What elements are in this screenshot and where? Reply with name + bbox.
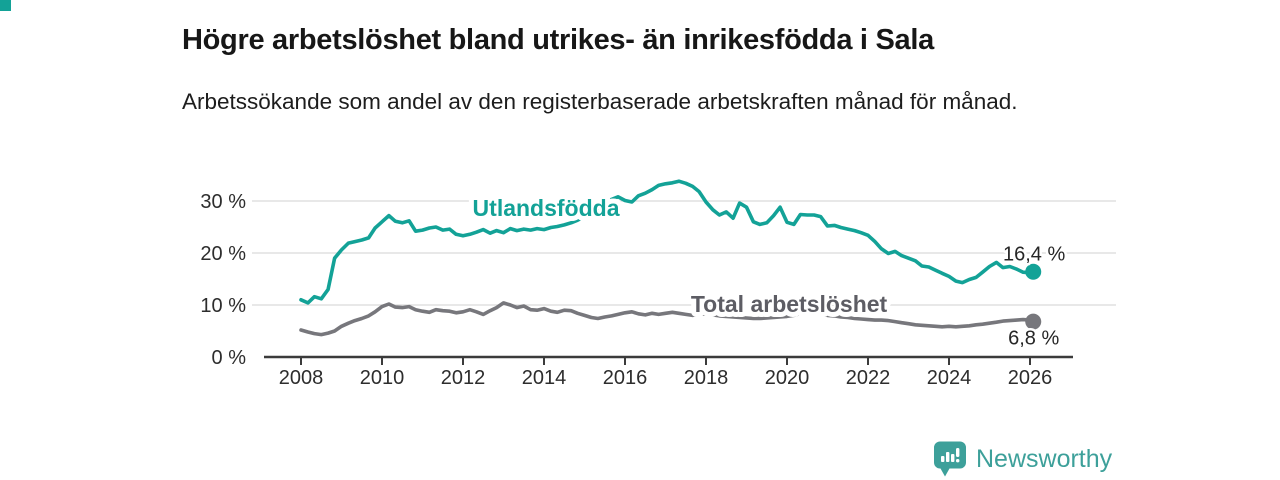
x-axis-tick-label: 2010 bbox=[360, 367, 405, 389]
series-line-utlandsfodda bbox=[299, 179, 1035, 305]
brand-name: Newsworthy bbox=[976, 445, 1113, 473]
series-line-total-arbetsloshet bbox=[299, 301, 1035, 337]
x-axis-tick-label: 2024 bbox=[927, 367, 972, 389]
series-end-dot-total-arbetsloshet bbox=[1025, 313, 1042, 330]
y-axis-tick-label: 0 % bbox=[212, 347, 247, 369]
x-axis-tick-label: 2022 bbox=[846, 367, 891, 389]
chart-subtitle: Arbetssökande som andel av den registerb… bbox=[182, 88, 1018, 114]
series-label-utlandsfodda: Utlandsfödda bbox=[473, 195, 620, 221]
x-axis-tick-label: 2016 bbox=[603, 367, 648, 389]
x-axis-tick-label: 2026 bbox=[1008, 367, 1053, 389]
x-axis-tick-label: 2020 bbox=[765, 367, 810, 389]
y-axis-tick-label: 30 % bbox=[200, 191, 246, 213]
y-axis-tick-label: 20 % bbox=[200, 243, 246, 265]
x-axis-tick-label: 2018 bbox=[684, 367, 729, 389]
series-end-value-total-arbetsloshet: 6,8 % bbox=[1008, 328, 1059, 350]
bar-chart-speech-bubble-icon bbox=[934, 441, 966, 477]
series-end-dot-utlandsfodda bbox=[1025, 263, 1042, 280]
x-axis-tick-label: 2014 bbox=[522, 367, 567, 389]
y-axis-tick-label: 10 % bbox=[200, 295, 246, 317]
series-end-value-utlandsfodda: 16,4 % bbox=[1003, 244, 1065, 266]
brand-corner-mark bbox=[0, 0, 11, 11]
x-axis-tick-label: 2012 bbox=[441, 367, 486, 389]
newsworthy-brand-link[interactable]: Newsworthy bbox=[933, 441, 1112, 478]
series-label-total-arbetsloshet: Total arbetslöshet bbox=[691, 291, 888, 317]
page-title: Högre arbetslöshet bland utrikes- än inr… bbox=[182, 24, 934, 57]
x-axis-tick-label: 2008 bbox=[279, 367, 324, 389]
